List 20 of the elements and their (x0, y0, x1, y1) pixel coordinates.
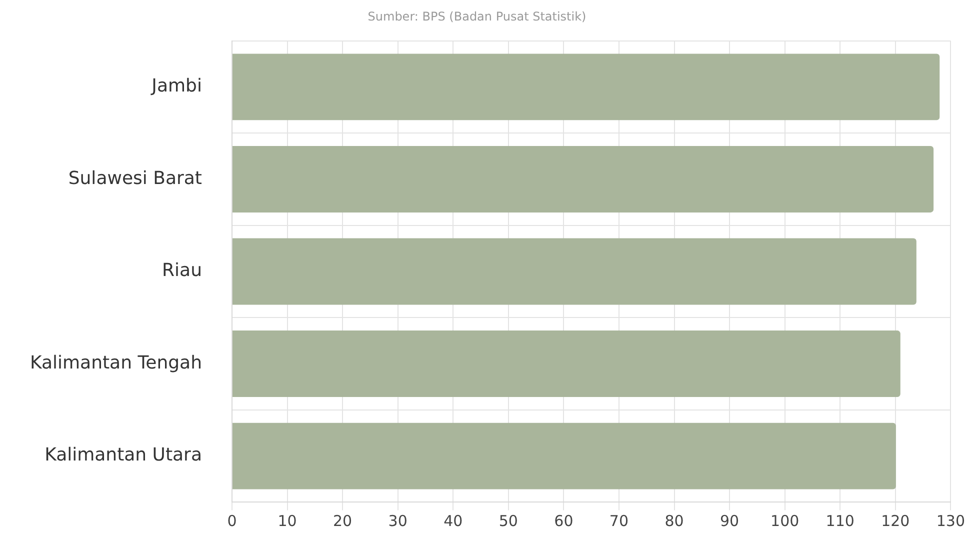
x-tick-label: 0 (227, 512, 237, 530)
x-tick-label: 80 (664, 512, 684, 530)
x-tick-label: 50 (498, 512, 518, 530)
x-tick-label: 20 (333, 512, 352, 530)
x-tick-label: 110 (826, 512, 854, 530)
y-tick-label: Jambi (150, 76, 202, 97)
x-tick-label: 90 (720, 512, 740, 530)
x-tick-label: 100 (770, 512, 800, 530)
x-tick-label: 40 (444, 512, 463, 530)
y-tick-label: Kalimantan Utara (44, 444, 202, 466)
y-tick-label: Kalimantan Tengah (30, 352, 202, 374)
x-tick-label: 60 (554, 512, 574, 530)
x-tick-label: 120 (881, 512, 910, 530)
y-tick-label: Sulawesi Barat (68, 168, 202, 189)
chart-subtitle: Sumber: BPS (Badan Pusat Statistik) (368, 10, 586, 24)
x-tick-label: 30 (388, 512, 408, 530)
x-tick-label: 10 (278, 512, 297, 530)
x-tick-label: 130 (936, 512, 966, 530)
y-tick-label: Riau (162, 260, 202, 282)
x-tick-label: 70 (609, 512, 629, 530)
